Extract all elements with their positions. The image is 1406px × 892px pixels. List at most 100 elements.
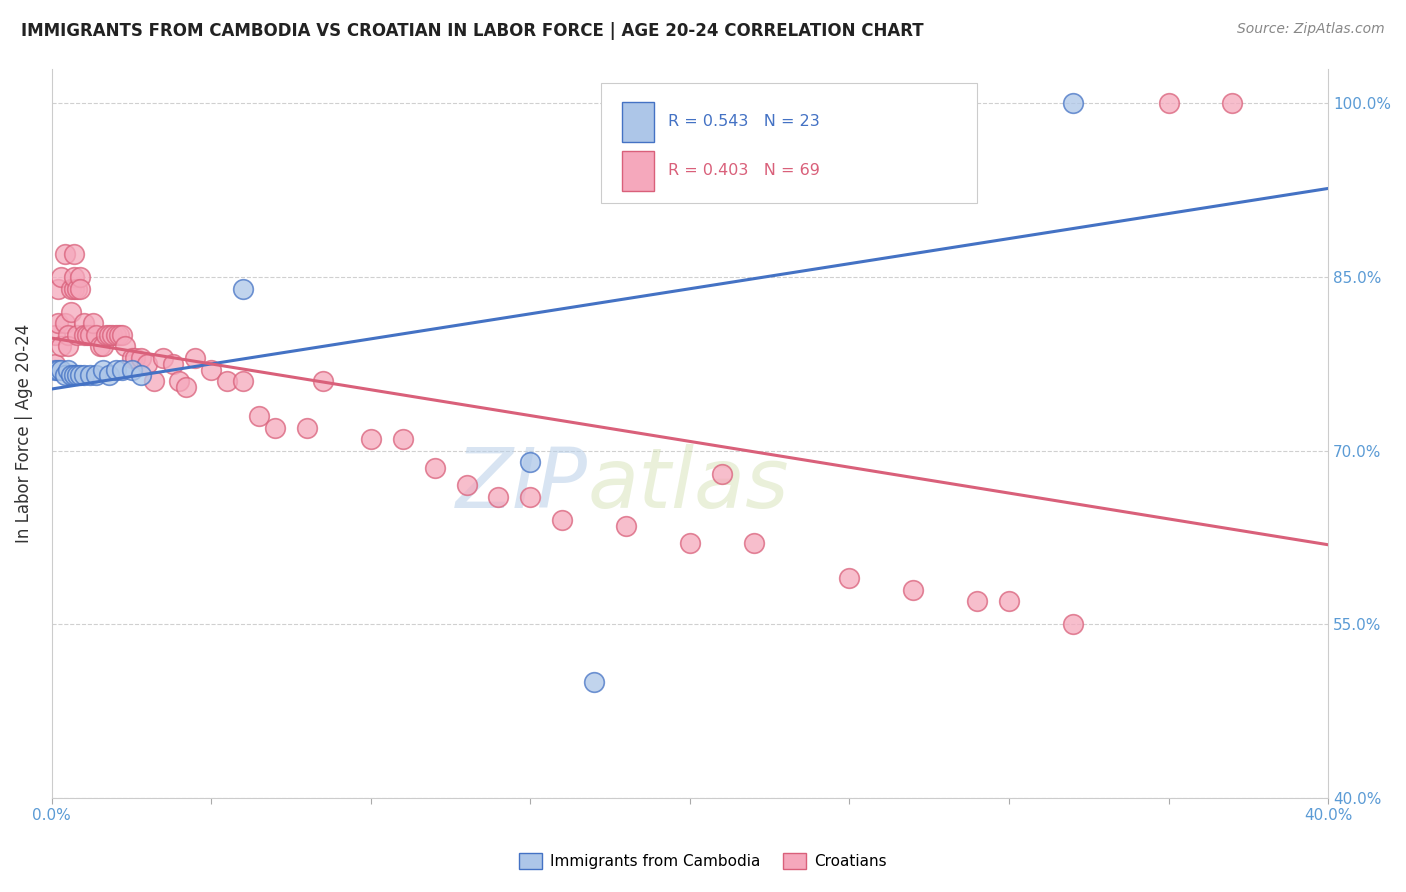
FancyBboxPatch shape bbox=[623, 102, 654, 142]
Point bbox=[86, 327, 108, 342]
Point bbox=[104, 362, 127, 376]
Point bbox=[488, 490, 510, 504]
Point bbox=[121, 362, 143, 376]
Point bbox=[73, 327, 96, 342]
Point bbox=[1157, 96, 1180, 111]
Point bbox=[184, 351, 207, 365]
Point bbox=[91, 362, 114, 376]
Point bbox=[142, 374, 165, 388]
Point bbox=[63, 247, 86, 261]
Point bbox=[838, 571, 860, 585]
Point bbox=[551, 513, 574, 527]
Point bbox=[56, 327, 79, 342]
Point bbox=[1062, 617, 1084, 632]
Point bbox=[59, 304, 82, 318]
FancyBboxPatch shape bbox=[600, 83, 977, 203]
Point bbox=[966, 594, 988, 608]
Point bbox=[217, 374, 239, 388]
Point bbox=[423, 461, 446, 475]
Point bbox=[82, 316, 104, 330]
Point bbox=[63, 368, 86, 383]
Text: Source: ZipAtlas.com: Source: ZipAtlas.com bbox=[1237, 22, 1385, 37]
Point bbox=[94, 327, 117, 342]
Point bbox=[232, 281, 254, 295]
Point bbox=[679, 536, 702, 550]
Point bbox=[51, 269, 73, 284]
Point bbox=[710, 467, 733, 481]
Point bbox=[107, 327, 129, 342]
Point bbox=[742, 536, 765, 550]
Point bbox=[44, 357, 66, 371]
Y-axis label: In Labor Force | Age 20-24: In Labor Force | Age 20-24 bbox=[15, 324, 32, 543]
Point bbox=[232, 374, 254, 388]
Point bbox=[121, 351, 143, 365]
Point bbox=[76, 327, 98, 342]
Point bbox=[903, 582, 925, 597]
Point bbox=[934, 96, 956, 111]
Point bbox=[51, 362, 73, 376]
Point bbox=[69, 269, 91, 284]
Point bbox=[63, 281, 86, 295]
Text: ZIP: ZIP bbox=[456, 444, 588, 524]
Text: R = 0.403   N = 69: R = 0.403 N = 69 bbox=[668, 163, 820, 178]
Point bbox=[136, 357, 159, 371]
Point bbox=[1222, 96, 1244, 111]
Point bbox=[69, 281, 91, 295]
Point bbox=[53, 247, 76, 261]
Point bbox=[114, 339, 136, 353]
Point bbox=[583, 675, 606, 690]
Point bbox=[264, 420, 287, 434]
Point bbox=[59, 368, 82, 383]
Point bbox=[391, 432, 413, 446]
Point bbox=[111, 362, 134, 376]
Point bbox=[51, 339, 73, 353]
Point bbox=[614, 519, 637, 533]
Point bbox=[519, 490, 541, 504]
Point bbox=[104, 327, 127, 342]
Point bbox=[101, 327, 124, 342]
Point bbox=[46, 362, 69, 376]
Point bbox=[69, 368, 91, 383]
Point bbox=[59, 281, 82, 295]
Point bbox=[162, 357, 184, 371]
Point bbox=[111, 327, 134, 342]
Legend: Immigrants from Cambodia, Croatians: Immigrants from Cambodia, Croatians bbox=[513, 847, 893, 875]
Point bbox=[247, 409, 270, 423]
Point bbox=[456, 478, 478, 492]
Point bbox=[79, 327, 101, 342]
Point bbox=[66, 368, 89, 383]
Point bbox=[169, 374, 191, 388]
Point bbox=[66, 281, 89, 295]
Point bbox=[98, 327, 121, 342]
Text: IMMIGRANTS FROM CAMBODIA VS CROATIAN IN LABOR FORCE | AGE 20-24 CORRELATION CHAR: IMMIGRANTS FROM CAMBODIA VS CROATIAN IN … bbox=[21, 22, 924, 40]
Point bbox=[86, 368, 108, 383]
Point bbox=[66, 327, 89, 342]
Point bbox=[295, 420, 318, 434]
Point bbox=[1062, 96, 1084, 111]
Point bbox=[89, 339, 111, 353]
Point bbox=[998, 594, 1021, 608]
Point bbox=[53, 368, 76, 383]
Point bbox=[63, 269, 86, 284]
Point bbox=[174, 380, 197, 394]
Point bbox=[312, 374, 335, 388]
Point bbox=[46, 316, 69, 330]
Point bbox=[79, 368, 101, 383]
Text: R = 0.543   N = 23: R = 0.543 N = 23 bbox=[668, 114, 820, 129]
FancyBboxPatch shape bbox=[623, 151, 654, 191]
Point bbox=[46, 281, 69, 295]
Point bbox=[129, 351, 152, 365]
Point bbox=[124, 351, 146, 365]
Point bbox=[152, 351, 174, 365]
Point bbox=[200, 362, 222, 376]
Point bbox=[44, 362, 66, 376]
Point bbox=[98, 368, 121, 383]
Point bbox=[519, 455, 541, 469]
Point bbox=[91, 339, 114, 353]
Point bbox=[56, 362, 79, 376]
Point bbox=[44, 327, 66, 342]
Point bbox=[129, 368, 152, 383]
Point bbox=[360, 432, 382, 446]
Point bbox=[73, 368, 96, 383]
Text: atlas: atlas bbox=[588, 444, 789, 524]
